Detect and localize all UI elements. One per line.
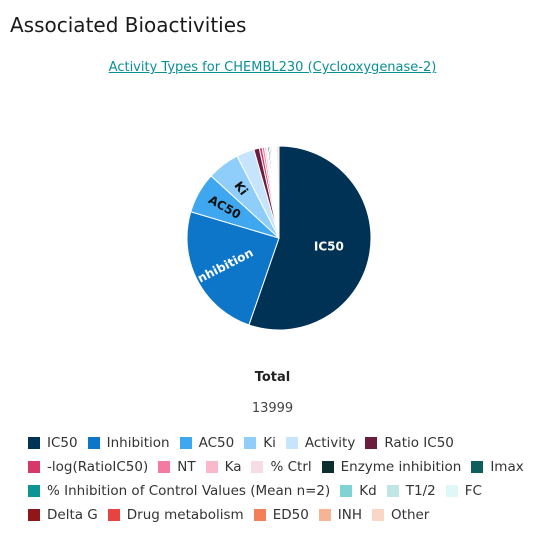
legend-swatch xyxy=(87,436,100,449)
legend-swatch xyxy=(318,508,331,521)
legend-label: FC xyxy=(464,482,482,499)
legend-label: Other xyxy=(391,506,430,523)
pie-slice-other[interactable] xyxy=(276,145,280,239)
legend-item-ctrl[interactable]: % Ctrl xyxy=(251,456,312,477)
legend-swatch xyxy=(244,436,257,449)
legend-swatch xyxy=(471,460,484,473)
legend-label: Ki xyxy=(263,434,276,451)
legend-label: % Inhibition of Control Values (Mean n=2… xyxy=(47,482,331,499)
legend-swatch xyxy=(365,436,378,449)
legend-label: Activity xyxy=(304,434,356,451)
legend-item-activity[interactable]: Activity xyxy=(285,432,356,453)
total-value: 13999 xyxy=(251,401,294,416)
legend-label: Ka xyxy=(224,458,242,475)
page-title: Associated Bioactivities xyxy=(10,13,247,37)
pie-label-ic50: IC50 xyxy=(314,239,344,253)
legend-item-ratio-ic50[interactable]: Ratio IC50 xyxy=(365,432,454,453)
legend-label: T1/2 xyxy=(405,482,436,499)
total-label: Total xyxy=(254,370,291,385)
legend-label: -log(RatioIC50) xyxy=(47,458,149,475)
chart-title-link[interactable]: Activity Types for CHEMBL230 (Cyclooxyge… xyxy=(108,60,437,75)
pie-slice-inhibition[interactable] xyxy=(186,211,280,326)
legend-swatch xyxy=(372,508,385,521)
legend-label: ED50 xyxy=(272,506,309,523)
legend-swatch xyxy=(445,484,458,497)
legend-swatch xyxy=(253,508,266,521)
legend-label: Enzyme inhibition xyxy=(340,458,462,475)
legend-label: Imax xyxy=(490,458,524,475)
legend-item-ac50[interactable]: AC50 xyxy=(179,432,235,453)
legend-label: Delta G xyxy=(47,506,98,523)
legend-item-t1-2[interactable]: T1/2 xyxy=(386,480,436,501)
legend-swatch xyxy=(28,484,40,497)
legend-item-delta-g[interactable]: Delta G xyxy=(28,504,98,525)
legend-item-ic50[interactable]: IC50 xyxy=(28,432,78,453)
legend-item-log-ratioic50[interactable]: -log(RatioIC50) xyxy=(28,456,148,477)
legend-swatch xyxy=(285,436,298,449)
legend-item-drug-metabolism[interactable]: Drug metabolism xyxy=(107,504,244,525)
legend-item-ki[interactable]: Ki xyxy=(244,432,276,453)
legend-item-inhibition[interactable]: Inhibition xyxy=(87,432,170,453)
legend-label: Kd xyxy=(359,482,377,499)
legend-swatch xyxy=(28,460,40,473)
legend-swatch xyxy=(205,460,218,473)
legend-item-imax[interactable]: Imax xyxy=(471,456,524,477)
legend-swatch xyxy=(107,508,120,521)
legend-label: INH xyxy=(337,506,363,523)
legend-swatch xyxy=(321,460,334,473)
legend-label: Ratio IC50 xyxy=(384,434,454,451)
legend-label: IC50 xyxy=(47,434,78,451)
legend-swatch xyxy=(179,436,192,449)
legend-swatch xyxy=(386,484,399,497)
legend-item-inhibition-of-control-values-mean-n-2[interactable]: % Inhibition of Control Values (Mean n=2… xyxy=(28,480,330,501)
legend-item-enzyme-inhibition[interactable]: Enzyme inhibition xyxy=(321,456,462,477)
legend-item-ka[interactable]: Ka xyxy=(205,456,242,477)
legend-label: NT xyxy=(177,458,196,475)
legend-item-other[interactable]: Other xyxy=(372,504,429,525)
legend-swatch xyxy=(28,436,40,449)
legend-item-kd[interactable]: Kd xyxy=(340,480,377,501)
legend-swatch xyxy=(158,460,171,473)
legend-label: Drug metabolism xyxy=(126,506,244,523)
chart-legend: IC50 Inhibition AC50 Ki Activity Ratio IC50 -l… xyxy=(28,432,538,525)
legend-swatch xyxy=(251,460,264,473)
legend-item-nt[interactable]: NT xyxy=(158,456,196,477)
legend-item-ed50[interactable]: ED50 xyxy=(253,504,309,525)
legend-label: Inhibition xyxy=(106,434,170,451)
legend-swatch xyxy=(340,484,353,497)
legend-swatch xyxy=(28,508,40,521)
legend-item-inh[interactable]: INH xyxy=(318,504,363,525)
legend-label: AC50 xyxy=(198,434,235,451)
legend-label: % Ctrl xyxy=(270,458,312,475)
legend-item-fc[interactable]: FC xyxy=(445,480,482,501)
